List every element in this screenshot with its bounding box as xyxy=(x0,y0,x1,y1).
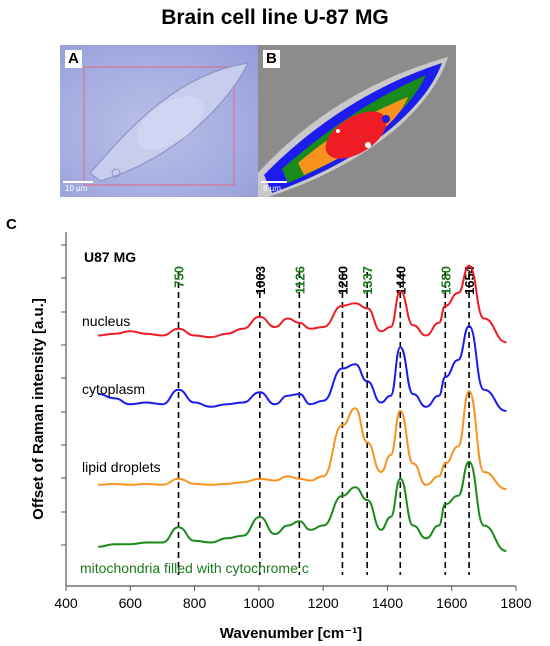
x-tick-label: 800 xyxy=(183,595,207,611)
band-marker-label: 1126 xyxy=(292,266,307,294)
chart-title: U87 MG xyxy=(84,249,136,265)
scale-bar-b: 8 µm xyxy=(261,181,287,193)
cell-nucleus-region xyxy=(136,96,204,150)
panel-b-letter: B xyxy=(263,50,280,68)
map-blue-spot xyxy=(382,115,390,123)
band-marker-label: 1260 xyxy=(335,266,350,295)
series-label-2: cytoplasm xyxy=(82,381,145,397)
spectrum-line-4 xyxy=(98,460,507,552)
band-marker-label: 1440 xyxy=(393,266,408,295)
spectrum-line-1 xyxy=(98,264,507,344)
band-marker-label: 1003 xyxy=(253,266,268,295)
x-tick-label: 1200 xyxy=(308,595,339,611)
band-marker-label: 750 xyxy=(172,266,187,288)
x-axis-label: Wavenumber [cm⁻¹] xyxy=(220,625,362,642)
roi-rectangle xyxy=(83,66,235,186)
scale-bar-a: 10 µm xyxy=(63,181,94,193)
y-axis-label: Offset of Raman intensity [a.u.] xyxy=(30,298,47,520)
map-nucleus-region xyxy=(325,111,387,159)
x-tick-label: 600 xyxy=(119,595,143,611)
figure-title: Brain cell line U-87 MG xyxy=(161,6,389,29)
panel-c-letter: C xyxy=(6,216,17,233)
raman-map-panel: B 8 µm xyxy=(258,45,456,197)
x-tick-label: 1000 xyxy=(243,595,274,611)
x-tick-label: 1600 xyxy=(436,595,467,611)
series-label-1: nucleus xyxy=(82,313,130,329)
cell-micrograph-image xyxy=(83,62,250,186)
cell-micrograph-panel: A 10 µm xyxy=(60,45,258,197)
map-white-spot xyxy=(365,142,371,148)
series-label-4: mitochondria filled with cytochrome c xyxy=(80,560,309,576)
band-marker-label: 1580 xyxy=(438,266,453,295)
raman-map-image xyxy=(258,57,448,197)
spectrum-line-2 xyxy=(98,324,507,412)
x-tick-label: 400 xyxy=(54,595,78,611)
debris-particle xyxy=(111,168,121,178)
band-marker-label: 1337 xyxy=(360,266,375,295)
map-white-spot xyxy=(336,129,340,133)
panel-a-letter: A xyxy=(65,50,82,68)
spectrum-line-3 xyxy=(98,390,507,490)
x-tick-label: 1400 xyxy=(372,595,403,611)
x-tick-label: 1800 xyxy=(500,595,531,611)
series-label-3: lipid droplets xyxy=(82,459,161,475)
